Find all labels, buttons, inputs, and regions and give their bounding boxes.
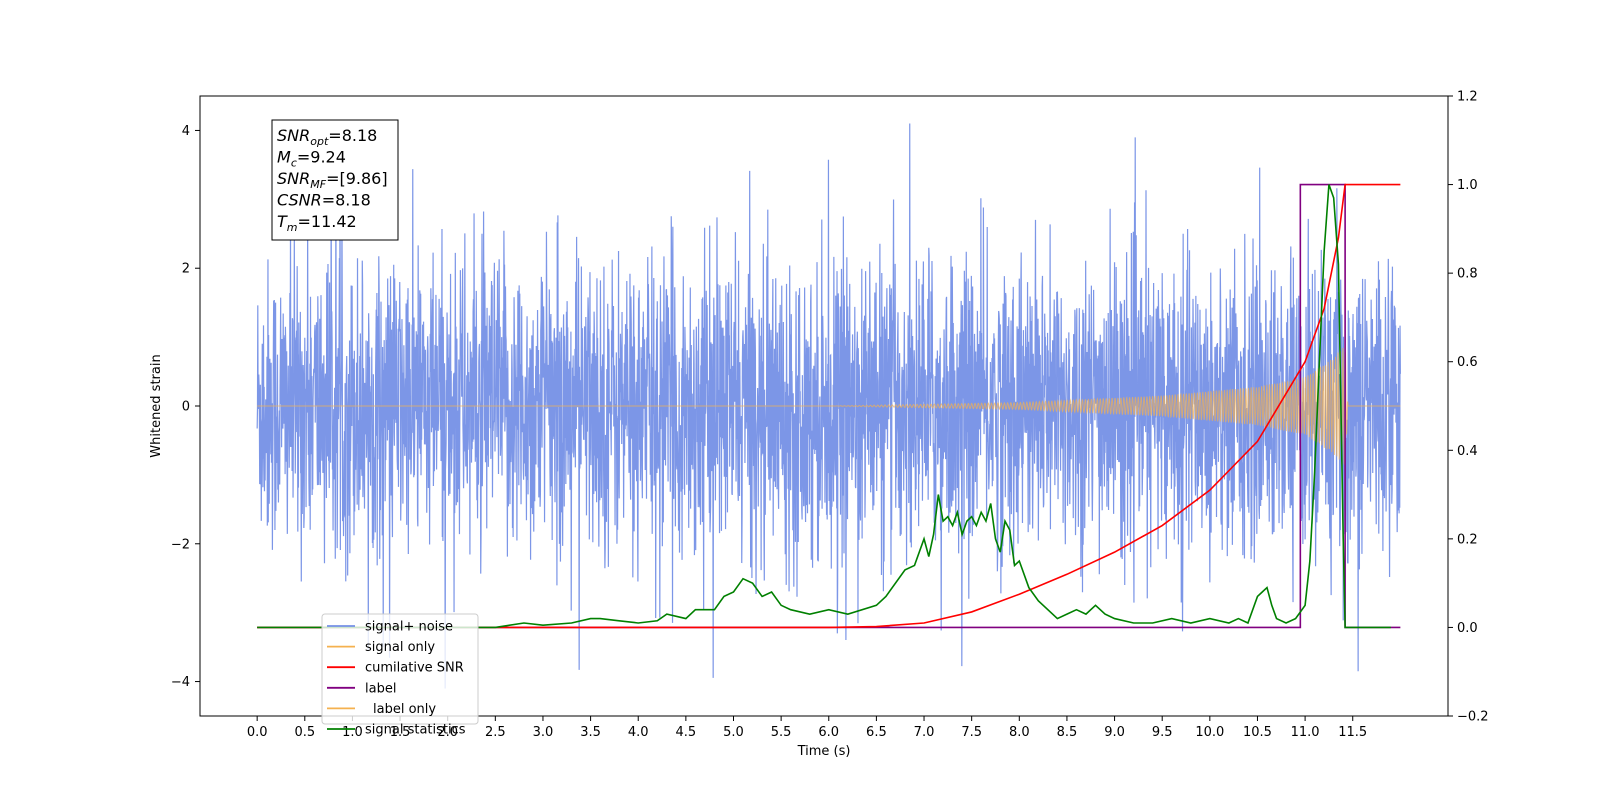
y2-tick-label: 0.8 <box>1457 267 1478 282</box>
y2-tick-label: 0.6 <box>1457 355 1478 370</box>
y-tick-label: −2 <box>171 537 190 552</box>
y2-tick-label: 0.4 <box>1457 444 1478 459</box>
y-tick-label: 2 <box>182 262 190 277</box>
y2-tick-label: 0.0 <box>1457 621 1478 636</box>
x-tick-label: 9.5 <box>1152 725 1173 740</box>
annotation-line: CSNR=8.18 <box>277 191 371 210</box>
series-signal-statistics-line <box>257 184 1391 629</box>
x-tick-label: 10.5 <box>1243 725 1272 740</box>
x-tick-label: 3.5 <box>580 725 601 740</box>
x-tick-label: 4.0 <box>628 725 649 740</box>
x-tick-label: 9.0 <box>1104 725 1125 740</box>
legend-entry-label: signal statistics <box>365 723 466 738</box>
annotation-line: Mc=9.24 <box>277 148 346 170</box>
x-tick-label: 8.5 <box>1057 725 1078 740</box>
y-tick-label: 4 <box>182 124 190 139</box>
x-tick-label: 7.0 <box>914 725 935 740</box>
y2-tick-label: −0.2 <box>1457 710 1489 725</box>
x-tick-label: 8.0 <box>1009 725 1030 740</box>
x-tick-label: 0.0 <box>247 725 268 740</box>
x-tick-label: 11.5 <box>1338 725 1367 740</box>
y-axis-right: −0.2 0.0 0.2 0.4 0.6 0.8 1.0 1.2 <box>1448 90 1489 725</box>
legend-entry-label: label only <box>373 702 436 717</box>
x-tick-label: 1.5 <box>390 725 411 740</box>
y-axis-label: Whitened strain <box>149 354 164 457</box>
x-tick-label: 1.0 <box>342 725 363 740</box>
x-tick-label: 2.0 <box>437 725 458 740</box>
x-tick-label: 4.5 <box>676 725 697 740</box>
x-axis: 0.0 0.5 1.0 1.5 2.0 2.5 3.0 3.5 4.0 4.5 5.0 5.5 6.0 6… <box>247 716 1367 740</box>
x-axis-label: Time (s) <box>797 744 851 759</box>
y-tick-label: 0 <box>182 400 190 415</box>
y2-tick-label: 1.2 <box>1457 90 1478 105</box>
legend-frame <box>321 613 479 725</box>
x-tick-label: 11.0 <box>1291 725 1320 740</box>
y2-tick-label: 0.2 <box>1457 532 1478 547</box>
x-tick-label: 6.0 <box>818 725 839 740</box>
series-layer <box>256 123 1401 689</box>
legend: signal+ noise signal only cumilative SNR la… <box>321 613 479 738</box>
x-tick-label: 6.5 <box>866 725 887 740</box>
annotation-frame <box>271 119 399 241</box>
annotation-line: SNRopt=8.18 <box>277 126 377 148</box>
x-tick-label: 10.0 <box>1195 725 1224 740</box>
series-signal-noise-line <box>256 123 1401 689</box>
y2-tick-label: 1.0 <box>1457 178 1478 193</box>
legend-entry-label: signal+ noise <box>365 620 453 635</box>
y-tick-label: −4 <box>171 675 190 690</box>
y-axis-left: −4 −2 0 2 4 <box>171 124 200 690</box>
legend-entry-label: cumilative SNR <box>365 661 464 676</box>
legend-entry-label: label <box>365 681 396 696</box>
series-signal-only-line <box>257 347 1401 465</box>
annotation-line: SNRMF=[9.86] <box>277 169 388 191</box>
x-tick-label: 7.5 <box>961 725 982 740</box>
x-tick-label: 0.5 <box>294 725 315 740</box>
x-tick-label: 5.5 <box>771 725 792 740</box>
x-tick-label: 5.0 <box>723 725 744 740</box>
legend-entry-label: signal only <box>365 640 435 655</box>
x-tick-label: 2.5 <box>485 725 506 740</box>
x-tick-label: 3.0 <box>533 725 554 740</box>
series-cumulative-snr-line <box>257 183 1401 629</box>
annotation-line: Tm=11.42 <box>277 212 357 234</box>
